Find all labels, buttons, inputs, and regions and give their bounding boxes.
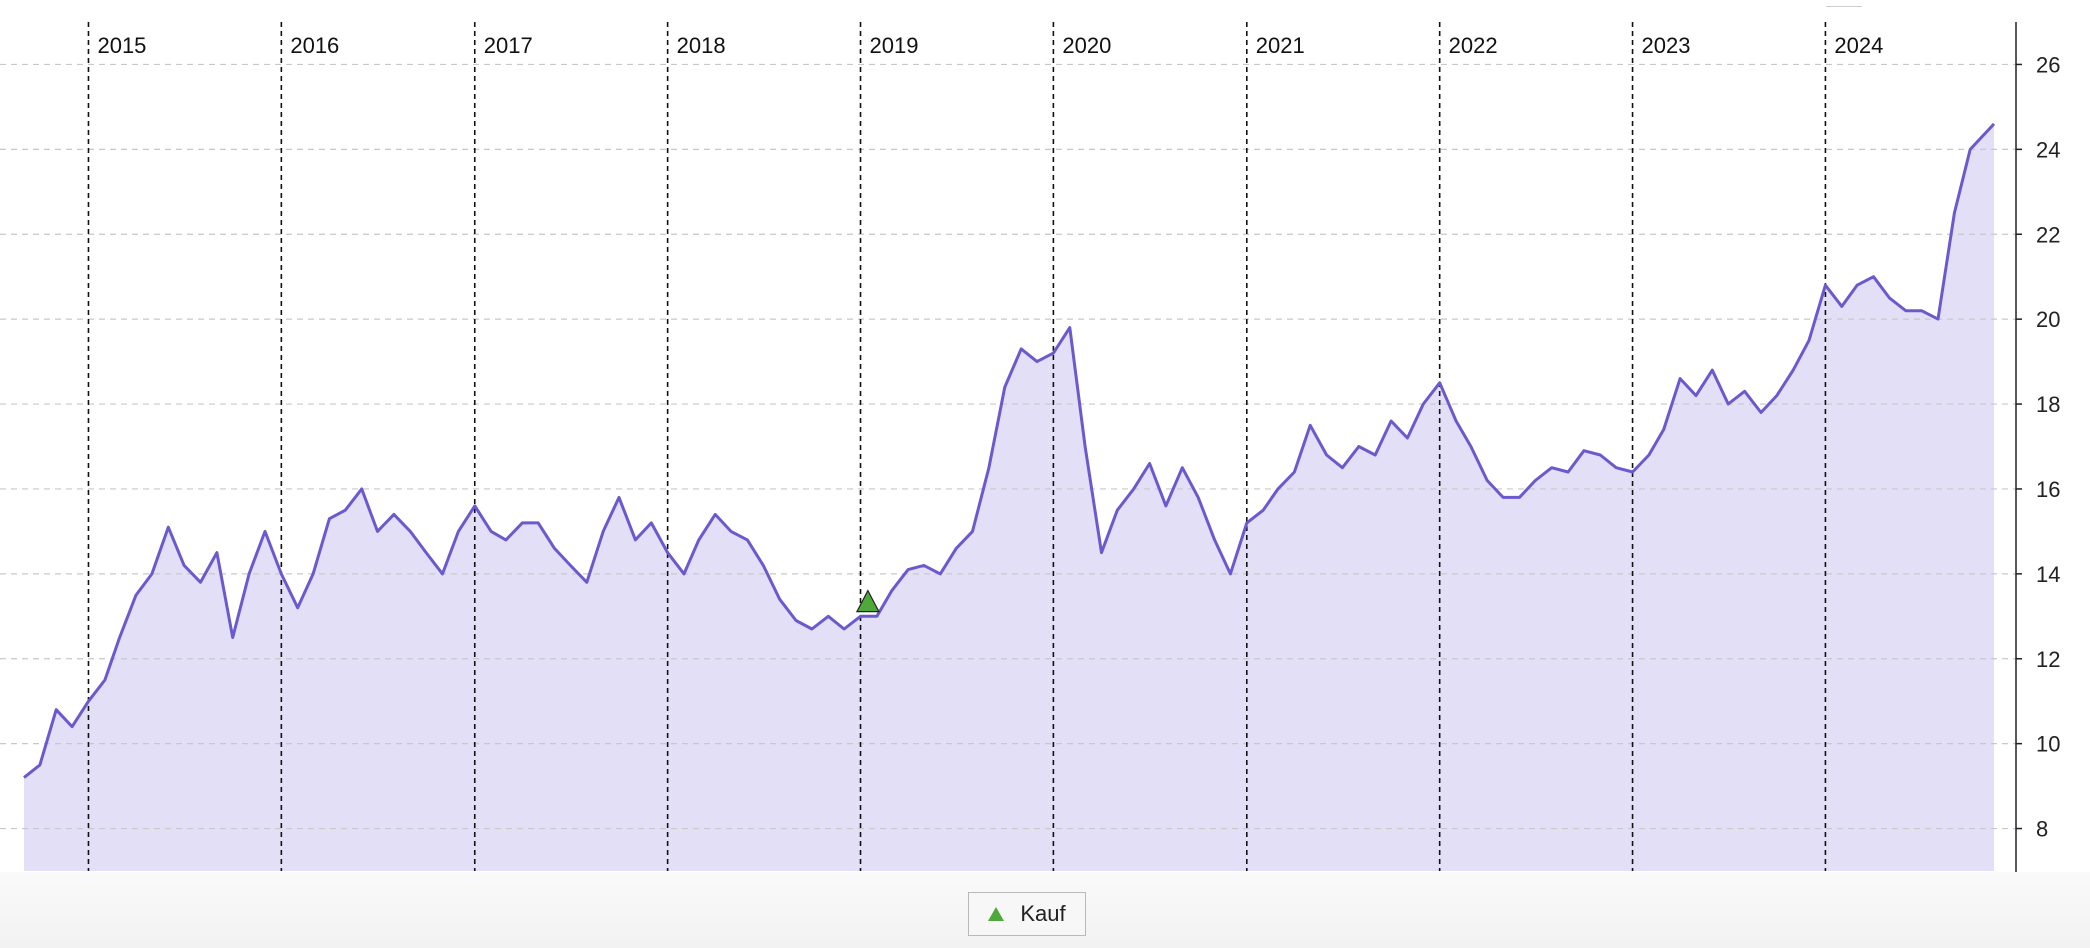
y-tick-label-16: 16 [2036,477,2060,502]
year-label-2016: 2016 [290,33,339,58]
year-label-2019: 2019 [870,33,919,58]
buy-marker-icon [855,589,880,613]
year-label-2023: 2023 [1642,33,1691,58]
y-tick-label-14: 14 [2036,562,2060,587]
legend-label: Kauf [1020,901,1066,926]
y-tick-label-12: 12 [2036,647,2060,672]
year-label-2021: 2021 [1256,33,1305,58]
year-label-2022: 2022 [1449,33,1498,58]
price-area-fill [24,123,1994,871]
y-tick-label-26: 26 [2036,52,2060,77]
y-tick-label-20: 20 [2036,307,2060,332]
y-tick-label-24: 24 [2036,137,2060,162]
legend-item-kauf[interactable]: Kauf [968,892,1086,936]
year-label-2020: 2020 [1062,33,1111,58]
year-label-2015: 2015 [97,33,146,58]
year-label-2018: 2018 [677,33,726,58]
corner-control-icon[interactable] [1826,0,1862,7]
price-line [23,122,1996,779]
triangle-up-icon [988,907,1005,921]
y-tick-label-18: 18 [2036,392,2060,417]
y-tick-label-8: 8 [2036,817,2048,842]
year-label-2024: 2024 [1834,33,1883,58]
year-label-2017: 2017 [484,33,533,58]
y-tick-label-22: 22 [2036,222,2060,247]
y-tick-label-10: 10 [2036,732,2060,757]
